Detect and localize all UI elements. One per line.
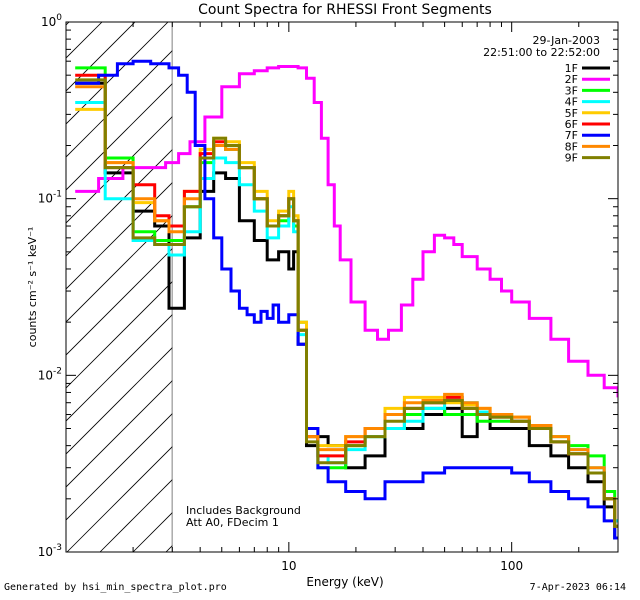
- legend-label-8F: 8F: [565, 140, 578, 153]
- series-line-9F: [75, 78, 618, 528]
- footer-generator-text: Generated by hsi_min_spectra_plot.pro: [4, 582, 227, 593]
- series-line-2F: [75, 65, 618, 398]
- legend-label-1F: 1F: [565, 62, 578, 75]
- plot-frame: [65, 21, 619, 553]
- hatch-line: [66, 413, 173, 521]
- y-tick-label: 10-2: [38, 366, 62, 382]
- hatch-line: [66, 149, 173, 257]
- hatch-line: [66, 50, 173, 158]
- hatch-line: [66, 380, 173, 488]
- hatch-line: [66, 83, 173, 191]
- x-tick-label: 10: [281, 559, 296, 573]
- x-axis-label: Energy (keV): [306, 575, 383, 589]
- annotation-background: Includes Background: [186, 504, 301, 517]
- hatch-line: [628, 0, 640, 552]
- series-line-1F: [75, 81, 618, 540]
- legend-label-9F: 9F: [565, 152, 578, 165]
- hatch-line: [66, 116, 173, 224]
- y-axis-label: counts cm⁻² s⁻¹ keV⁻¹: [26, 227, 39, 348]
- legend-label-5F: 5F: [565, 107, 578, 120]
- legend-label-4F: 4F: [565, 96, 578, 109]
- hatch-line: [99, 479, 173, 552]
- y-tick-label: 10-1: [38, 190, 62, 206]
- hatch-line: [66, 248, 173, 356]
- series-layer: [75, 59, 618, 540]
- legend-label-7F: 7F: [565, 129, 578, 142]
- hatch-line: [66, 215, 173, 323]
- y-tick-label: 100: [41, 13, 62, 29]
- date-label: 29-Jan-2003: [533, 34, 601, 47]
- chart-title: Count Spectra for RHESSI Front Segments: [198, 2, 492, 18]
- x-tick-label: 100: [500, 559, 523, 573]
- hatch-line: [66, 22, 136, 92]
- footer-timestamp: 7-Apr-2023 06:14: [529, 582, 626, 593]
- legend-label-6F: 6F: [565, 118, 578, 131]
- legend-label-2F: 2F: [565, 73, 578, 86]
- y-tick-label: 10-3: [38, 543, 62, 559]
- attenuator-hatch-region: [66, 0, 640, 552]
- hatch-line: [66, 182, 173, 290]
- legend-label-3F: 3F: [565, 84, 578, 97]
- series-line-7F: [75, 59, 618, 540]
- time-range-label: 22:51:00 to 22:52:00: [483, 46, 600, 59]
- hatch-line: [66, 446, 173, 552]
- annotation-attenuator: Att A0, FDecim 1: [186, 516, 279, 529]
- axis-layer: 10 100 100 10-1 10-2 10-3: [38, 13, 619, 573]
